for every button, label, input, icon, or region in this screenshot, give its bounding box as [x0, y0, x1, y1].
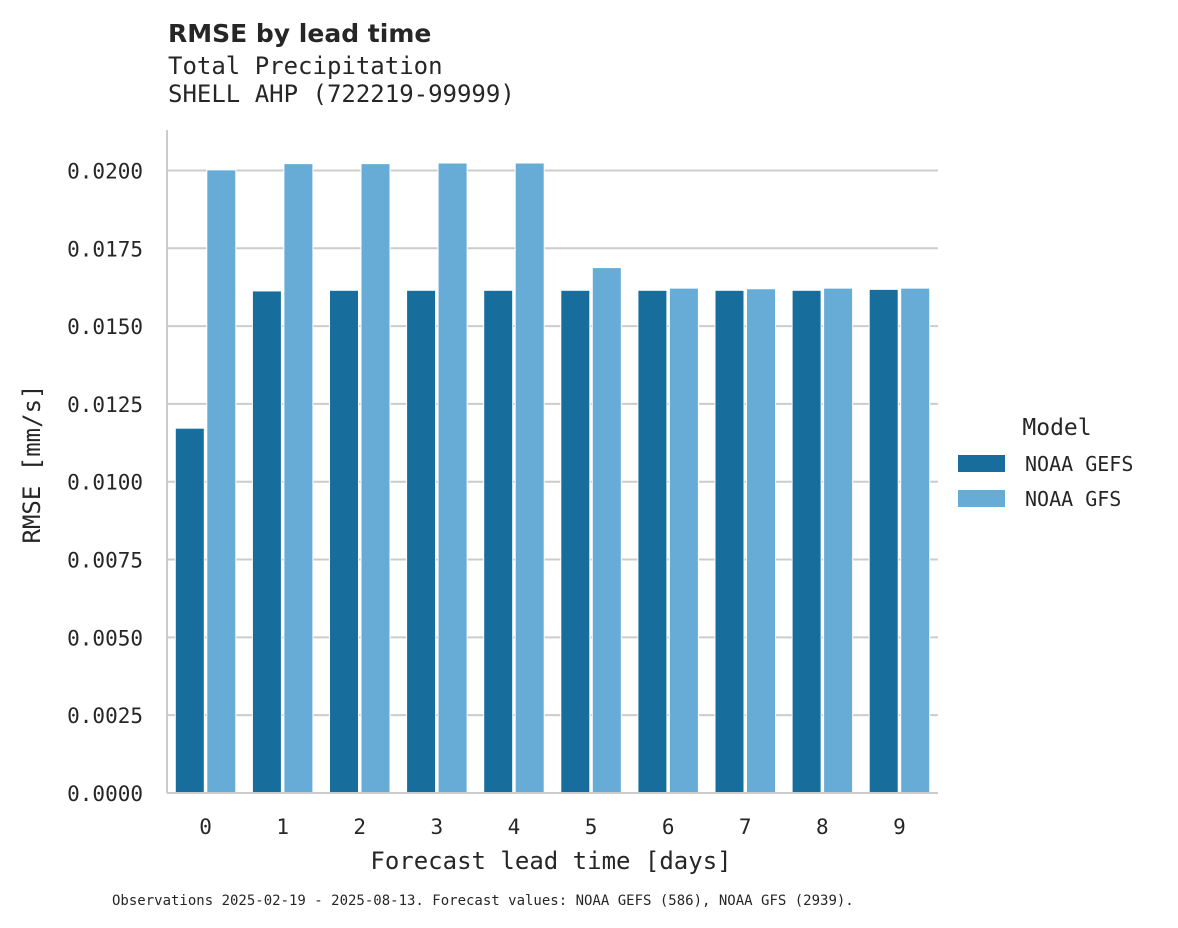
legend-swatch-noaa-gefs — [958, 455, 1005, 472]
bar-noaa-gefs-2 — [329, 289, 359, 794]
legend-swatch-noaa-gfs — [958, 490, 1005, 507]
y-tick-label: 0.0050 — [67, 626, 143, 650]
y-tick-label: 0.0025 — [67, 704, 143, 728]
bar-noaa-gefs-3 — [406, 289, 437, 794]
x-tick-label: 7 — [739, 815, 752, 839]
bar-noaa-gfs-0 — [206, 169, 237, 794]
y-tick-label: 0.0000 — [67, 782, 143, 806]
y-gridlines — [167, 169, 938, 717]
chart-subtitle-line-2: SHELL AHP (722219-99999) — [168, 80, 515, 108]
y-tick-label: 0.0200 — [67, 159, 143, 183]
bar-noaa-gefs-4 — [483, 289, 514, 794]
bar-noaa-gefs-5 — [560, 289, 591, 794]
bar-noaa-gefs-6 — [637, 289, 668, 794]
bar-noaa-gfs-8 — [823, 287, 854, 794]
bar-noaa-gfs-4 — [514, 162, 545, 794]
bar-noaa-gfs-7 — [746, 288, 776, 794]
y-tick-labels: 0.0000 0.0025 0.0050 0.0075 0.0100 0.0125 0.01… — [67, 159, 143, 806]
legend-label-noaa-gfs: NOAA GFS — [1025, 487, 1121, 511]
bar-noaa-gfs-1 — [283, 163, 314, 794]
bar-noaa-gfs-5 — [591, 267, 622, 794]
y-tick-label: 0.0075 — [67, 549, 143, 573]
bar-noaa-gefs-0 — [174, 427, 205, 794]
bar-noaa-gfs-6 — [668, 287, 699, 794]
x-tick-label: 5 — [585, 815, 598, 839]
legend-label-noaa-gefs: NOAA GEFS — [1025, 452, 1133, 476]
x-tick-label: 2 — [353, 815, 366, 839]
bar-noaa-gfs-3 — [437, 162, 468, 794]
chart-subtitle-line-1: Total Precipitation — [168, 52, 443, 80]
y-tick-label: 0.0175 — [67, 237, 143, 261]
x-tick-label: 0 — [199, 815, 212, 839]
x-tick-label: 4 — [508, 815, 521, 839]
x-tick-label: 1 — [276, 815, 289, 839]
legend: Model NOAA GEFS NOAA GFS — [958, 415, 1133, 511]
y-tick-label: 0.0100 — [67, 471, 143, 495]
bar-noaa-gefs-9 — [868, 288, 899, 794]
y-axis-label: RMSE [mm/s] — [18, 385, 46, 544]
y-tick-label: 0.0125 — [67, 393, 143, 417]
bar-noaa-gefs-7 — [714, 289, 745, 794]
y-tick-label: 0.0150 — [67, 315, 143, 339]
x-tick-labels: 0 1 2 3 4 5 6 7 8 9 — [199, 815, 906, 839]
x-tick-label: 6 — [662, 815, 675, 839]
footnote: Observations 2025-02-19 - 2025-08-13. Fo… — [112, 893, 854, 909]
x-tick-label: 9 — [893, 815, 906, 839]
legend-title: Model — [1022, 415, 1091, 441]
bar-noaa-gefs-1 — [251, 290, 282, 794]
x-tick-label: 8 — [816, 815, 829, 839]
chart-title: RMSE by lead time — [168, 19, 431, 48]
bars — [174, 162, 931, 794]
x-axis-label: Forecast lead time [days] — [370, 847, 731, 875]
x-tick-label: 3 — [431, 815, 444, 839]
bar-noaa-gefs-8 — [791, 289, 822, 794]
bar-noaa-gfs-9 — [900, 287, 931, 794]
bar-noaa-gfs-2 — [360, 163, 391, 794]
